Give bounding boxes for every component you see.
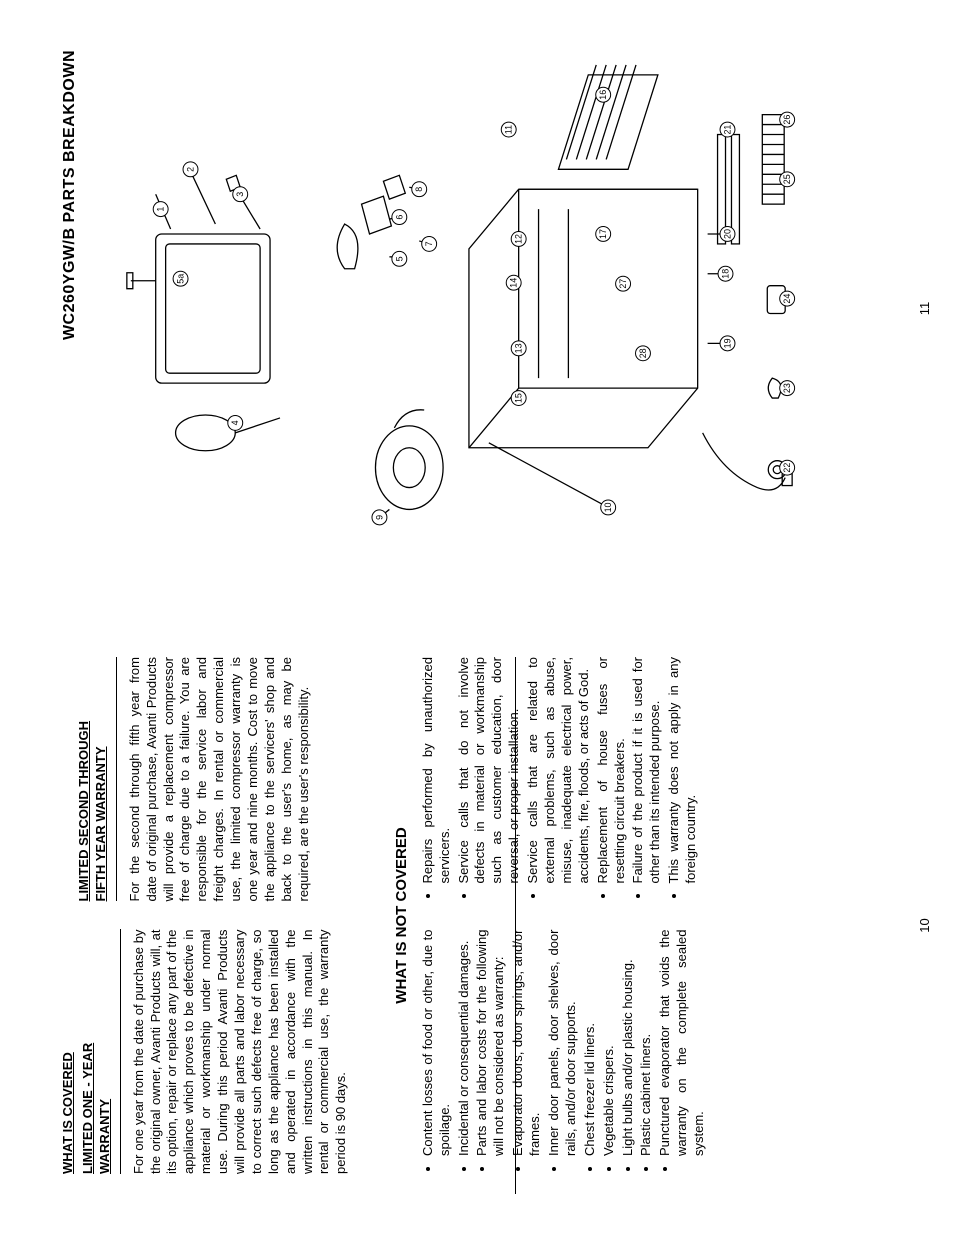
page-spread: WHAT IS COVERED LIMITED ONE - YEAR WARRA… <box>0 0 954 1234</box>
callout-label: 25 <box>782 174 792 184</box>
callout-label: 2 <box>185 167 195 172</box>
list-item: Punctured evaporator that voids the warr… <box>657 930 708 1157</box>
notcovered-columns: Content losses of food or other, due to … <box>420 657 710 1174</box>
callout-label: 7 <box>424 241 434 246</box>
callout-label: 15 <box>513 393 523 403</box>
callout-label: 28 <box>638 348 648 358</box>
list-item: Repairs performed by unauthorized servic… <box>420 657 454 884</box>
callout-label: 1 <box>155 207 165 212</box>
callout-label: 22 <box>782 463 792 473</box>
callout-label: 16 <box>598 90 608 100</box>
callout-label: 17 <box>598 229 608 239</box>
list-item: Service calls that do not involve defect… <box>456 657 524 884</box>
callout-label: 10 <box>603 502 613 512</box>
callout-label: 26 <box>782 115 792 125</box>
list-item: Chest freezer lid liners. <box>582 930 599 1157</box>
covered-col1: WHAT IS COVERED LIMITED ONE - YEAR WARRA… <box>60 930 350 1175</box>
rule <box>120 930 121 1175</box>
list-item: Content losses of food or other, due to … <box>420 930 454 1157</box>
covered-columns: WHAT IS COVERED LIMITED ONE - YEAR WARRA… <box>60 657 350 1174</box>
callout-label: 18 <box>720 269 730 279</box>
callout-label: 14 <box>508 278 518 288</box>
callout-label: 13 <box>513 343 523 353</box>
callout-label: 11 <box>504 125 514 134</box>
notcovered-list-1: Content losses of food or other, due to … <box>420 930 708 1175</box>
callout-label: 19 <box>722 338 732 348</box>
covered-col2-body: For the second through fifth year from d… <box>127 657 313 902</box>
covered-col2-heading: LIMITED SECOND THROUGH <box>76 657 93 902</box>
list-item: Service calls that are related to extern… <box>525 657 593 884</box>
notcovered-col2: Repairs performed by unauthorized servic… <box>420 657 710 902</box>
callout-label: 3 <box>235 192 245 197</box>
callout-label: 24 <box>782 294 792 304</box>
page-number: 11 <box>917 0 934 617</box>
rule <box>116 657 117 902</box>
callout-label: 12 <box>513 234 523 244</box>
section-divider <box>515 657 516 1194</box>
covered-subheading: LIMITED ONE - YEAR <box>80 930 97 1175</box>
callout-label: 9 <box>374 515 384 520</box>
callout-label: 5a <box>175 274 185 284</box>
covered-col2-heading2: FIFTH YEAR WARRANTY <box>93 657 110 902</box>
list-item: Incidental or consequential damages. <box>456 930 473 1157</box>
covered-body: For one year from the date of purchase b… <box>131 930 351 1175</box>
callout-label: 6 <box>394 215 404 220</box>
exploded-diagram-svg: 1234567891011121314151617181920212223242… <box>89 50 829 587</box>
callout-label: 23 <box>782 383 792 393</box>
page-number: 10 <box>917 617 934 1234</box>
list-item: Parts and labor costs for the following … <box>474 930 508 1157</box>
list-item: Replacement of house fuses or resetting … <box>595 657 629 884</box>
notcovered-list-2: Repairs performed by unauthorized servic… <box>420 657 700 902</box>
covered-col2: LIMITED SECOND THROUGH FIFTH YEAR WARRAN… <box>60 657 350 902</box>
list-item: Failure of the product if it is used for… <box>630 657 664 884</box>
callout-label: 27 <box>618 279 628 289</box>
list-item: This warranty does not apply in any fore… <box>666 657 700 884</box>
notcovered-col1: Content losses of food or other, due to … <box>420 930 710 1175</box>
page-right: WC260YGW/B PARTS BREAKDOWN <box>0 0 954 617</box>
covered-subheading2: WARRANTY <box>97 930 114 1175</box>
diagram-title: WC260YGW/B PARTS BREAKDOWN <box>60 50 81 587</box>
parts-diagram: 1234567891011121314151617181920212223242… <box>89 50 829 587</box>
callout-label: 5 <box>394 256 404 261</box>
list-item: Plastic cabinet liners. <box>638 930 655 1157</box>
list-item: Light bulbs and/or plastic housing. <box>620 930 637 1157</box>
notcovered-heading: WHAT IS NOT COVERED <box>392 657 412 1174</box>
callout-label: 21 <box>722 125 732 135</box>
callout-label: 8 <box>414 187 424 192</box>
page-left: WHAT IS COVERED LIMITED ONE - YEAR WARRA… <box>0 617 954 1234</box>
list-item: Inner door panels, door shelves, door ra… <box>546 930 580 1157</box>
list-item: Vegetable crispers. <box>601 930 618 1157</box>
covered-heading: WHAT IS COVERED <box>60 930 77 1175</box>
callout-label: 4 <box>230 420 240 425</box>
callout-label: 20 <box>722 229 732 239</box>
